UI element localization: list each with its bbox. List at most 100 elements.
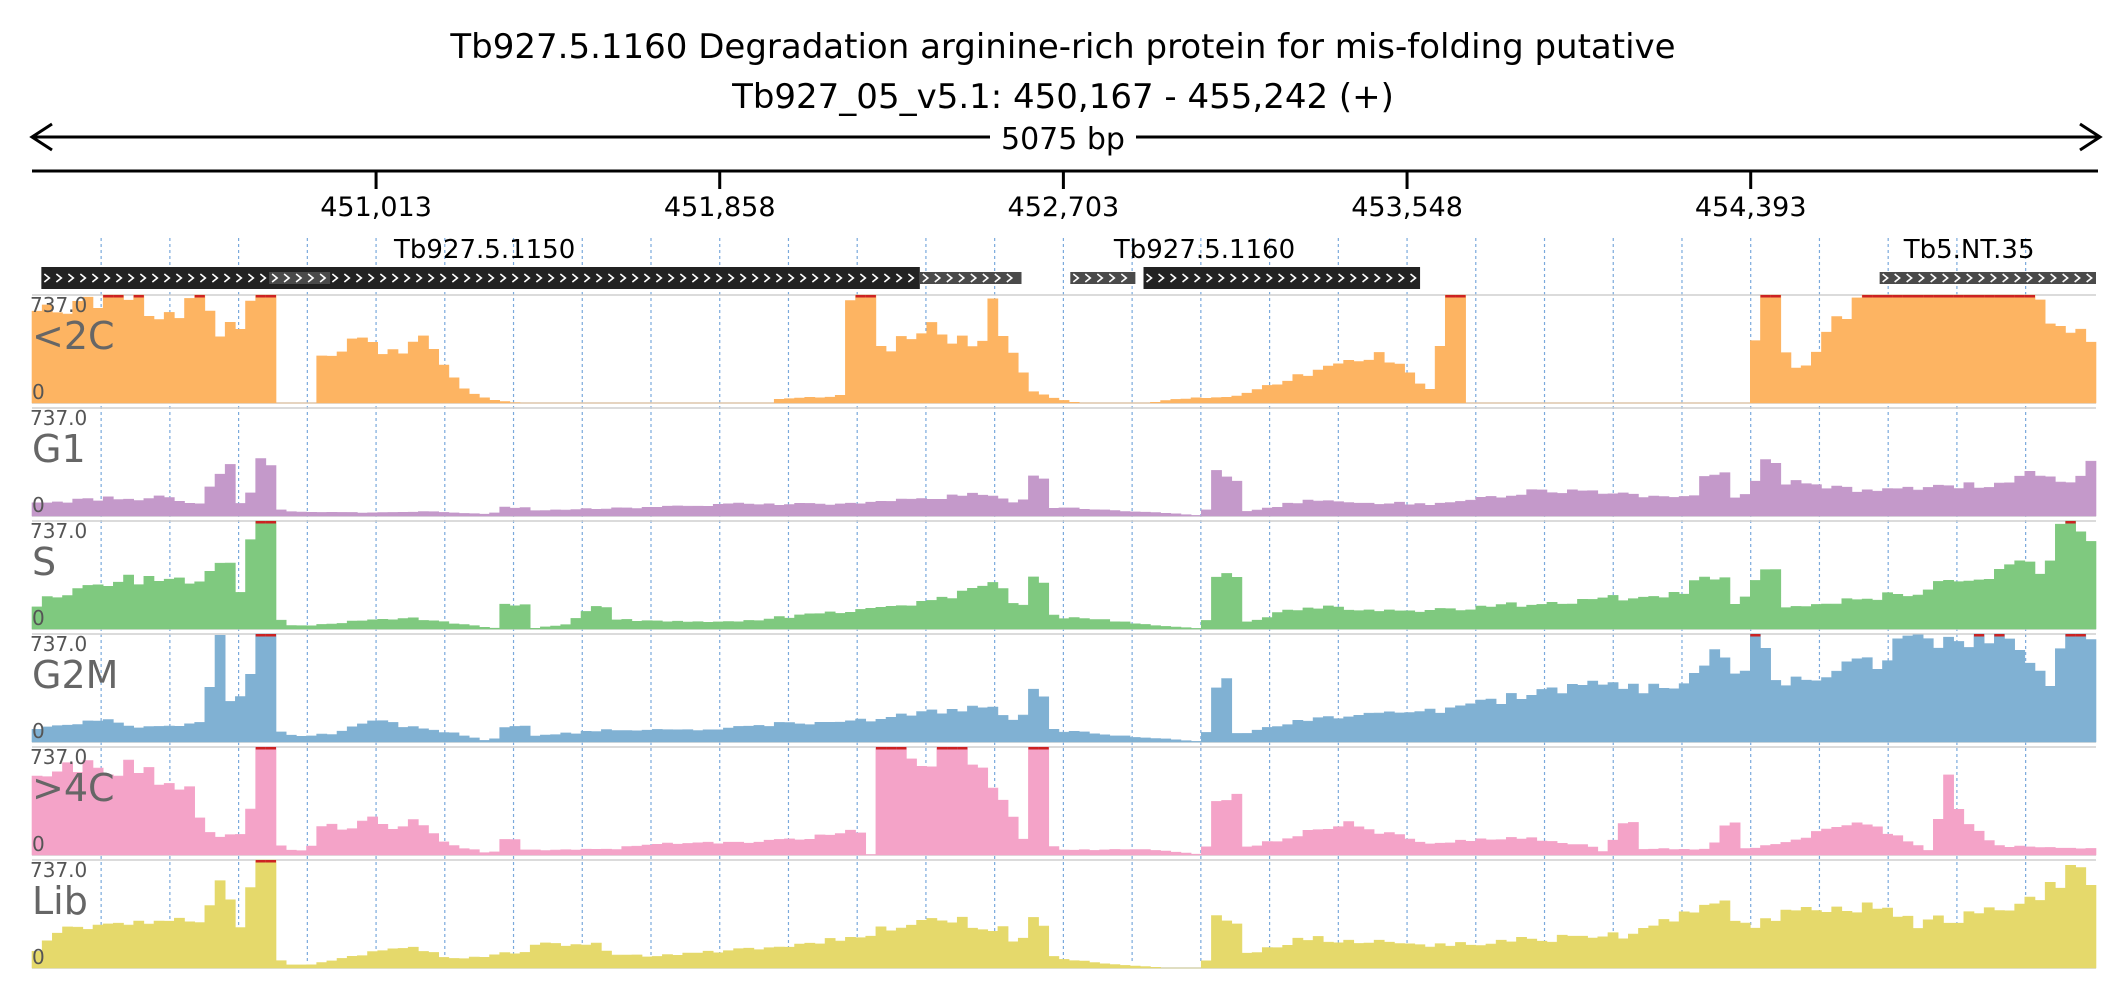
locus-coordinates: Tb927_05_v5.1: 450,167 - 455,242 (+) [731,77,1394,117]
clip-marker [2065,521,2076,524]
span-left-arrow-icon [29,122,53,152]
span-length: 5075 bp [1001,122,1125,157]
clip-marker [265,747,277,750]
clip-marker [1892,295,1903,298]
axis-tick-label: 452,703 [1008,192,1120,223]
track-name: <2C [32,314,115,358]
coverage-track: 737.0 0 S [30,519,2097,630]
clip-marker [1943,295,1954,298]
clip-marker [875,747,887,750]
clip-marker [1770,295,1781,298]
clip-marker [896,747,907,750]
clip-marker [133,295,144,298]
clip-marker [255,747,266,750]
clip-marker [2024,295,2035,298]
clip-marker [886,747,897,750]
ymin-label: 0 [32,719,45,743]
span-right-arrow-icon [2079,122,2103,152]
gene-track: Tb927.5.1150 Tb927.5.1160 Tb5.NT.35 [41,235,2096,289]
coverage-track: 737.0 0 Lib [30,858,2097,969]
coverage-track: 737.0 0 G2M [30,632,2097,743]
clip-marker [1882,295,1893,298]
axis-tick-label: 454,393 [1695,192,1807,223]
ymin-label: 0 [32,945,45,969]
clip-marker [255,521,266,524]
track-name: G1 [32,427,86,471]
clip-marker [113,295,124,298]
ymax-label: 737.0 [30,745,87,769]
clip-marker [936,747,948,750]
coverage-tracks: 737.00<2C737.00G1737.00S737.00G2M737.00>… [30,293,2097,969]
clip-marker [855,295,866,298]
ymin-label: 0 [32,493,45,517]
clip-marker [1994,634,2005,637]
clip-marker [1994,295,2005,298]
coverage-area [31,633,2097,743]
ymin-label: 0 [32,832,45,856]
clip-marker [255,860,266,863]
clip-marker [1455,295,1466,298]
gene-cds[interactable] [1143,267,1421,289]
gene-label: Tb927.5.1160 [1113,235,1295,265]
gene-label: Tb5.NT.35 [1903,235,2035,265]
coverage-area [31,520,2097,630]
coverage-track: 737.0 0 <2C [30,293,2097,404]
clip-marker [194,295,205,298]
ymax-label: 737.0 [30,519,87,543]
axis-ticks: 451,013 451,858 452,703 453,548 454,393 [320,171,1807,223]
clip-marker [1038,747,1049,750]
clip-marker [2004,295,2015,298]
clip-marker [1953,295,1964,298]
gene-utr[interactable] [1879,272,2096,284]
clip-marker [265,860,277,863]
ymax-label: 737.0 [30,293,87,317]
clip-marker [1445,295,1456,298]
clip-marker [1963,295,1974,298]
clip-marker [1923,295,1934,298]
clip-marker [2065,634,2076,637]
span-ruler: 5075 bp [29,120,2103,157]
ymax-label: 737.0 [30,632,87,656]
clip-marker [255,295,266,298]
clip-marker [1912,295,1924,298]
ymax-label: 737.0 [30,858,87,882]
clip-marker [1862,295,1873,298]
clip-marker [1984,295,1995,298]
axis-tick-label: 451,013 [320,192,432,223]
clip-marker [1028,747,1039,750]
track-name: >4C [32,766,115,810]
clip-marker [1973,295,1985,298]
ymin-label: 0 [32,380,45,404]
ymin-label: 0 [32,606,45,630]
coverage-area [31,859,2097,969]
clip-marker [255,634,266,637]
coordinate-axis: 451,013 451,858 452,703 453,548 454,393 [32,169,2098,223]
clip-marker [957,747,968,750]
track-name: G2M [32,653,118,697]
clip-marker [1750,634,1761,637]
clip-marker [2075,634,2086,637]
coverage-track: 737.0 0 G1 [30,406,2097,517]
gene-label: Tb927.5.1150 [393,235,575,265]
coverage-area [31,746,2097,856]
clip-marker [947,747,958,750]
clip-marker [265,521,277,524]
clip-marker [1902,295,1913,298]
clip-marker [103,295,114,298]
track-name: Lib [32,879,88,923]
clip-marker [1933,295,1944,298]
clip-marker [265,634,277,637]
clip-marker [2014,295,2025,298]
coverage-track: 737.0 0 >4C [30,745,2097,856]
clip-marker [1760,295,1771,298]
clip-marker [1973,634,1985,637]
clip-marker [1872,295,1883,298]
axis-tick-label: 453,548 [1351,192,1463,223]
clip-marker [865,295,876,298]
coverage-area [31,294,2097,404]
clip-marker [265,295,277,298]
coverage-area [31,458,2097,517]
axis-tick-label: 451,858 [664,192,776,223]
gene-title: Tb927.5.1160 Degradation arginine-rich p… [449,27,1675,67]
